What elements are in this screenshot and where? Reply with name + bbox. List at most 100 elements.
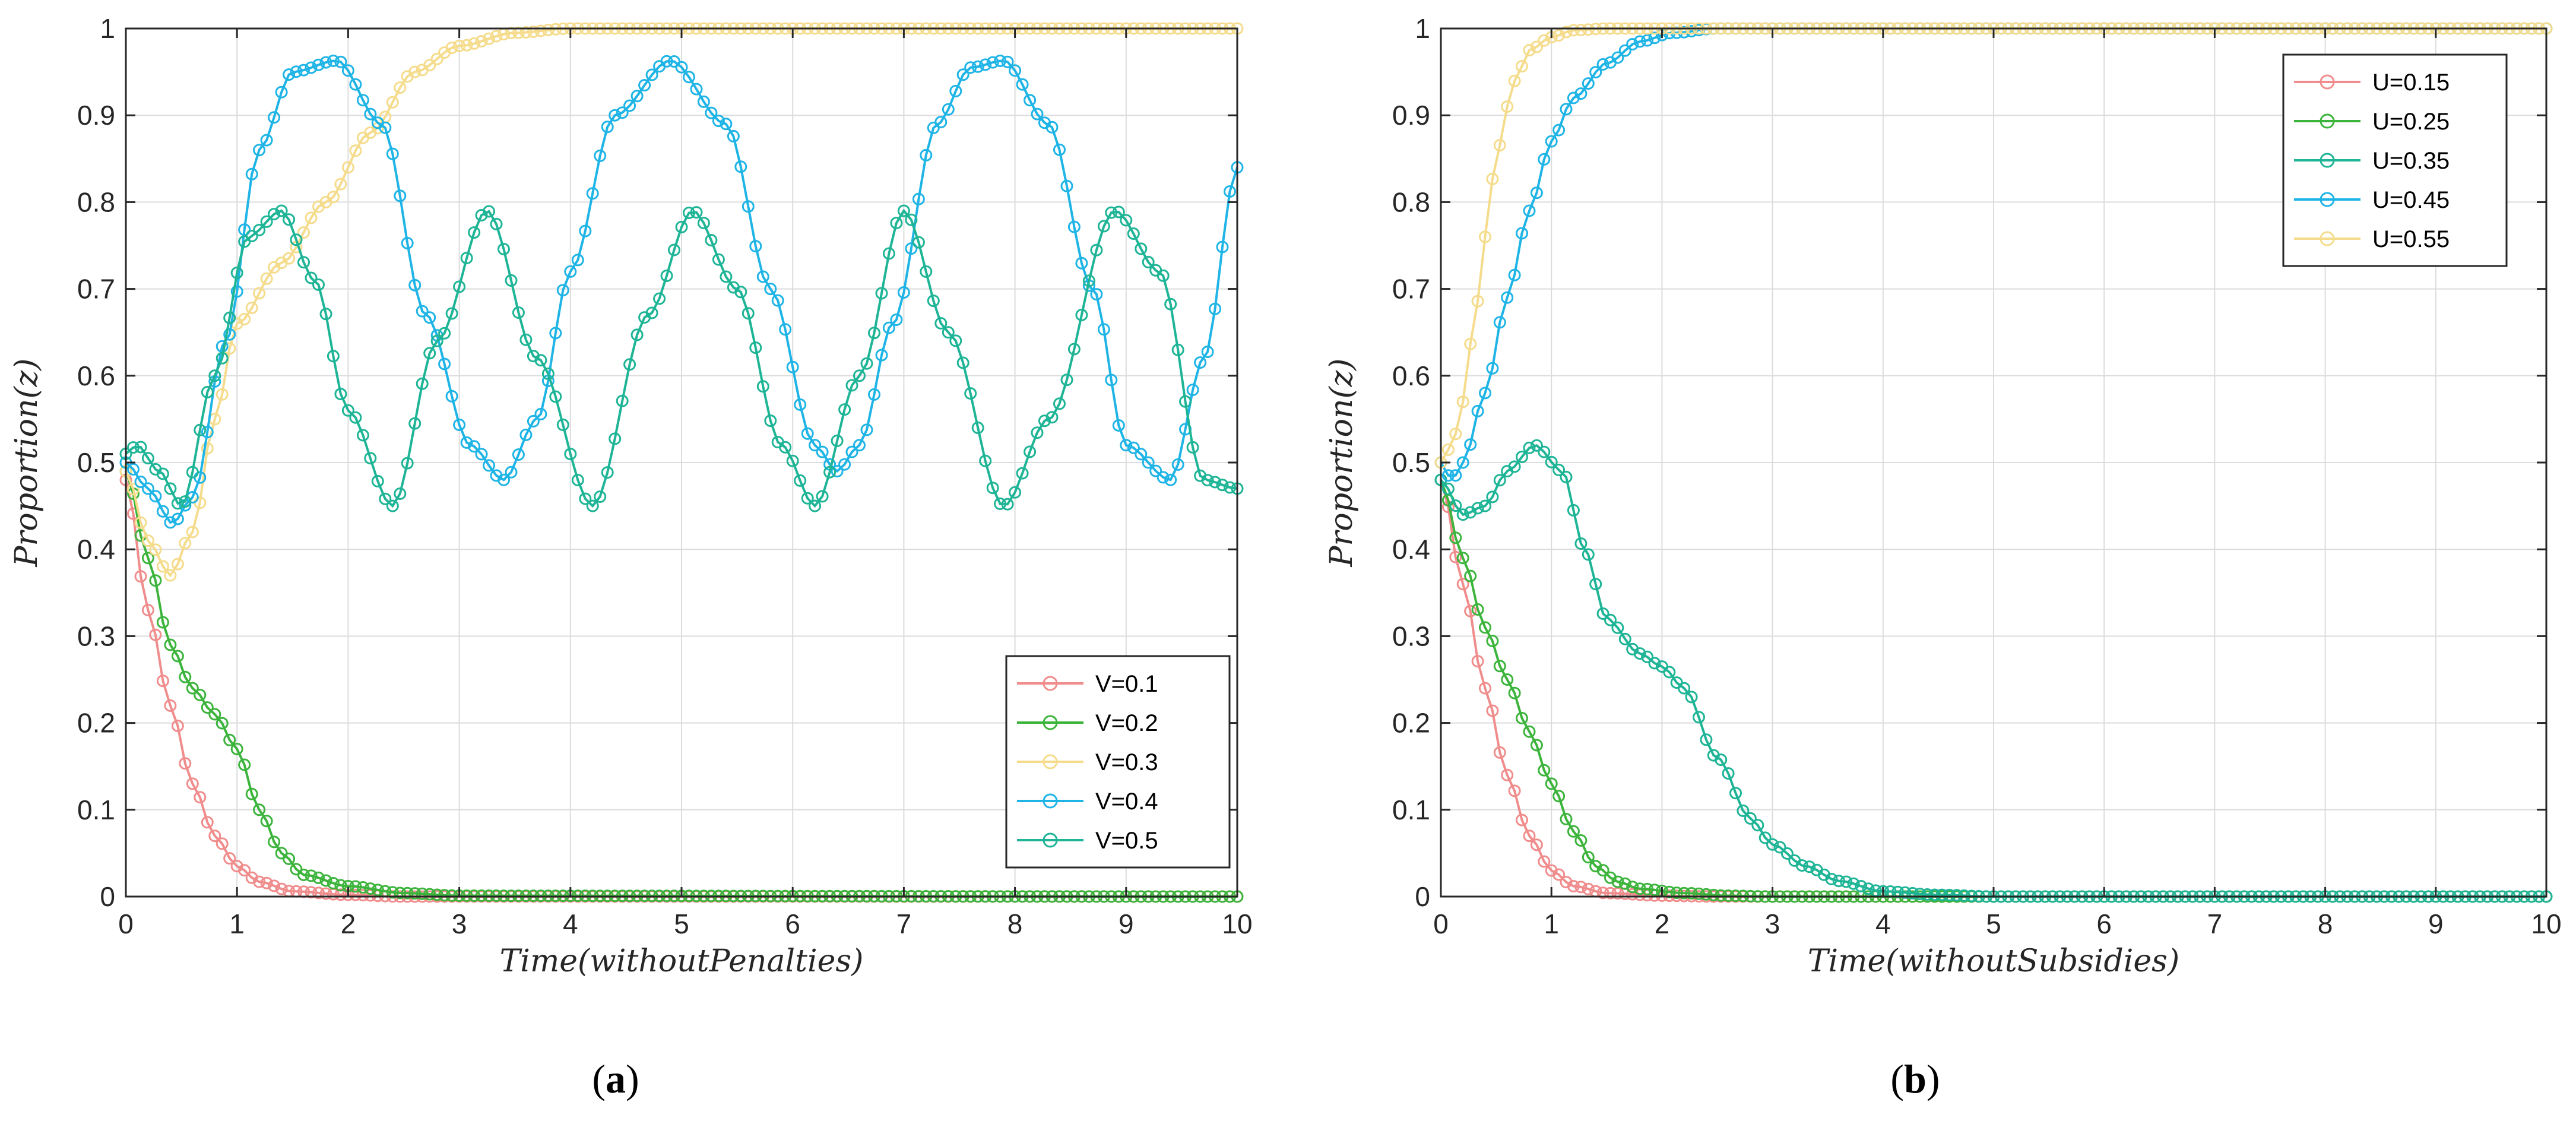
y-tick-label: 0.6	[1392, 360, 1430, 391]
data-point	[1678, 26, 1691, 39]
x-tick-label: 8	[2318, 908, 2333, 939]
legend-entry-label: U=0.25	[2372, 109, 2450, 135]
data-point	[194, 791, 207, 804]
data-point	[438, 889, 451, 902]
y-axis-label: Proportion(z)	[9, 359, 45, 568]
data-point	[1186, 384, 1199, 397]
data-point	[1112, 205, 1125, 218]
data-point	[1024, 94, 1037, 107]
data-point	[1075, 309, 1088, 321]
data-point	[312, 886, 325, 900]
y-tick-label: 1	[1415, 13, 1430, 44]
data-point	[186, 682, 199, 695]
data-point	[156, 505, 169, 518]
x-tick-label: 9	[1119, 908, 1134, 939]
data-point	[1171, 343, 1184, 356]
data-point	[697, 217, 710, 230]
data-point	[364, 107, 377, 121]
data-point	[1045, 411, 1059, 424]
data-point	[1538, 34, 1551, 47]
data-point	[179, 495, 192, 508]
data-point	[334, 388, 347, 401]
data-point	[1744, 812, 1757, 825]
data-point	[1067, 220, 1081, 233]
data-point	[201, 701, 214, 714]
legend-swatch-marker	[1043, 754, 1058, 770]
data-point	[1596, 58, 1609, 71]
data-point	[875, 349, 888, 362]
data-point	[660, 270, 673, 282]
data-point	[594, 149, 607, 162]
data-point	[127, 441, 140, 454]
data-point	[1589, 66, 1602, 79]
legend-entry-label: V=0.4	[1095, 788, 1158, 815]
legend-entry-label: U=0.15	[2372, 69, 2450, 96]
data-point	[334, 879, 347, 892]
data-point	[416, 377, 429, 390]
data-point	[334, 888, 347, 901]
data-point	[1582, 77, 1595, 90]
data-point	[1024, 445, 1037, 458]
data-point	[1530, 40, 1543, 53]
data-point	[1847, 877, 1860, 890]
data-point	[1737, 805, 1750, 817]
data-point	[860, 423, 873, 436]
data-point	[208, 829, 221, 843]
legend-swatch-marker	[1043, 715, 1058, 730]
data-point	[816, 490, 829, 503]
data-point	[498, 243, 510, 255]
data-point	[268, 879, 281, 892]
data-point	[831, 465, 844, 478]
data-point	[927, 294, 940, 308]
data-point	[149, 628, 162, 641]
data-point	[505, 466, 518, 479]
chart-panel-a: 0 1 2 3 4 5 6 7 8 9 10 0 0.1 0.2 0.3 0.4 0.5 0.6 0.7 0.8 0.9…	[9, 13, 1253, 1101]
data-point	[519, 428, 533, 441]
data-point	[208, 708, 221, 721]
data-point	[1582, 851, 1595, 864]
data-point	[734, 160, 747, 173]
data-point	[749, 341, 762, 354]
caption-open: (	[592, 1056, 606, 1101]
x-tick-label: 0	[118, 908, 134, 939]
data-point	[216, 352, 229, 365]
data-point	[483, 205, 495, 218]
data-point	[379, 121, 392, 134]
data-point	[1179, 395, 1192, 408]
data-point	[216, 837, 229, 850]
x-tick-label: 7	[2207, 908, 2223, 939]
data-point	[594, 490, 607, 503]
data-point	[408, 65, 422, 78]
x-tick-label: 0	[1433, 908, 1449, 939]
data-point	[1508, 268, 1521, 281]
data-point	[483, 459, 495, 472]
legend-entry-label: U=0.45	[2372, 187, 2450, 213]
data-point	[1464, 438, 1477, 451]
data-point	[1156, 269, 1170, 282]
data-point	[1803, 860, 1816, 873]
data-point	[245, 167, 258, 180]
data-point	[1156, 471, 1170, 484]
data-point	[238, 313, 251, 325]
data-point	[1486, 635, 1499, 647]
data-point	[1209, 476, 1222, 489]
data-point	[1795, 859, 1808, 872]
data-point	[201, 816, 214, 829]
data-point	[164, 699, 177, 712]
data-point	[179, 670, 192, 683]
data-point	[297, 64, 310, 77]
data-point	[149, 543, 162, 556]
data-point	[853, 439, 866, 452]
data-point	[956, 68, 969, 81]
data-point	[1641, 34, 1654, 47]
data-point	[1780, 847, 1794, 860]
legend-entry-label: V=0.5	[1095, 828, 1158, 854]
data-point	[1456, 395, 1469, 408]
data-point	[238, 223, 251, 236]
data-point	[534, 354, 547, 367]
data-point	[327, 191, 340, 204]
data-point	[423, 59, 436, 72]
data-point	[349, 888, 362, 901]
data-point	[1471, 655, 1484, 668]
data-point	[1707, 888, 1720, 901]
